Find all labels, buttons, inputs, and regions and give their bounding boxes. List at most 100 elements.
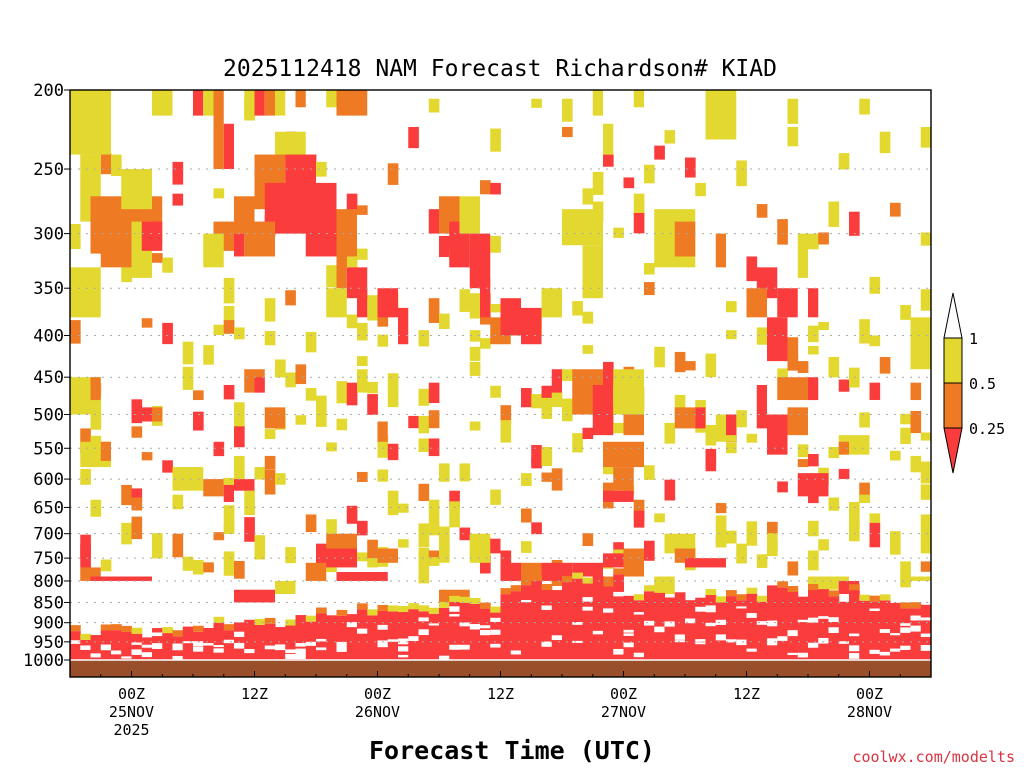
ri-cell bbox=[582, 311, 594, 324]
boundary-layer-gap bbox=[654, 626, 665, 633]
boundary-layer-gap bbox=[131, 649, 143, 655]
ri-cell bbox=[603, 154, 614, 167]
boundary-layer-cell bbox=[623, 595, 635, 660]
boundary-layer-gap bbox=[572, 640, 583, 643]
ri-cell bbox=[141, 318, 153, 328]
ri-cell bbox=[172, 193, 184, 206]
boundary-layer-gap bbox=[787, 652, 799, 656]
ri-cell bbox=[900, 304, 911, 320]
boundary-layer-gap bbox=[418, 630, 430, 636]
ri-cell bbox=[377, 435, 389, 458]
ri-cell bbox=[418, 557, 430, 584]
ri-cell bbox=[182, 341, 194, 365]
ri-cell bbox=[746, 288, 767, 318]
boundary-layer-cell bbox=[182, 626, 194, 660]
ri-cell bbox=[131, 488, 143, 503]
x-tick-label: 00Z bbox=[364, 685, 391, 703]
ri-cell bbox=[685, 157, 696, 178]
boundary-layer-gap bbox=[305, 641, 317, 646]
ri-cell bbox=[500, 562, 521, 581]
boundary-layer-gap bbox=[920, 617, 932, 621]
ri-cell bbox=[910, 602, 922, 609]
ri-cell bbox=[746, 433, 758, 443]
ri-cell bbox=[213, 532, 225, 541]
ri-cell bbox=[664, 533, 696, 554]
boundary-layer-cell bbox=[90, 635, 102, 660]
boundary-layer-cell bbox=[469, 603, 481, 660]
ri-cell bbox=[808, 345, 819, 355]
boundary-layer-gap bbox=[705, 609, 717, 613]
ri-cell bbox=[644, 585, 655, 592]
ri-cell bbox=[285, 547, 296, 564]
ri-cell bbox=[131, 399, 143, 424]
ri-cell bbox=[838, 468, 850, 480]
ri-cell bbox=[644, 263, 655, 275]
boundary-layer-gap bbox=[316, 647, 327, 651]
boundary-layer-gap bbox=[818, 616, 829, 619]
ri-cell bbox=[490, 606, 501, 613]
ri-cell bbox=[70, 320, 81, 344]
ri-cell bbox=[264, 617, 276, 624]
boundary-layer-gap bbox=[746, 648, 758, 652]
ri-cell bbox=[531, 394, 542, 409]
ri-cell bbox=[213, 324, 225, 336]
ri-cell bbox=[367, 381, 378, 394]
boundary-layer-cell bbox=[592, 575, 604, 660]
ri-cell bbox=[70, 267, 101, 318]
ri-cell bbox=[572, 433, 583, 453]
ri-cell bbox=[910, 382, 922, 401]
ri-cell bbox=[336, 418, 348, 431]
boundary-layer-gap bbox=[152, 643, 163, 650]
boundary-layer-gap bbox=[849, 645, 860, 652]
ri-cell bbox=[100, 441, 111, 461]
boundary-layer-gap bbox=[890, 648, 901, 652]
ri-cell bbox=[551, 468, 563, 491]
ri-cell bbox=[726, 414, 737, 436]
ri-cell bbox=[859, 412, 870, 428]
ri-cell bbox=[797, 233, 808, 278]
boundary-layer-gap bbox=[387, 639, 399, 642]
ri-cell bbox=[746, 587, 758, 594]
boundary-layer-gap bbox=[459, 644, 471, 650]
y-tick-label: 850 bbox=[33, 593, 64, 613]
boundary-layer-cell bbox=[838, 601, 850, 660]
ri-cell bbox=[285, 290, 296, 306]
boundary-layer-gap bbox=[213, 648, 225, 653]
ri-cell bbox=[336, 209, 357, 257]
x-tick-label: 12Z bbox=[733, 685, 760, 703]
boundary-layer-gap bbox=[100, 644, 112, 651]
ri-cell bbox=[418, 605, 430, 612]
boundary-layer-gap bbox=[213, 645, 225, 648]
ri-cell bbox=[531, 445, 542, 465]
ri-cell bbox=[582, 427, 594, 440]
ri-cell bbox=[367, 309, 378, 321]
ri-cell bbox=[541, 397, 553, 419]
legend-arrow-top bbox=[943, 292, 963, 339]
ri-cell bbox=[756, 554, 768, 568]
ri-cell bbox=[172, 630, 184, 637]
boundary-layer-cell bbox=[234, 622, 245, 660]
ri-cell bbox=[562, 98, 573, 122]
boundary-layer-gap bbox=[70, 640, 81, 644]
ri-cell bbox=[603, 123, 614, 155]
ri-cell bbox=[141, 407, 152, 422]
boundary-layer-gap bbox=[541, 641, 553, 647]
boundary-layer-gap bbox=[377, 640, 389, 646]
ri-cell bbox=[234, 327, 245, 340]
ri-cell bbox=[572, 572, 583, 579]
y-tick-label: 450 bbox=[33, 368, 64, 388]
boundary-layer-cell bbox=[70, 631, 81, 660]
ri-cell bbox=[736, 543, 747, 564]
ri-cell bbox=[203, 479, 224, 497]
ri-cell bbox=[756, 327, 768, 345]
ri-cell bbox=[111, 154, 122, 177]
ri-cell bbox=[613, 422, 624, 434]
ri-cell bbox=[193, 559, 204, 575]
legend-swatch-high bbox=[943, 337, 963, 384]
ri-cell bbox=[777, 377, 808, 401]
ri-cell bbox=[418, 388, 430, 406]
ri-cell bbox=[244, 517, 255, 542]
ri-cell bbox=[828, 446, 840, 459]
boundary-layer-cell bbox=[695, 597, 706, 660]
